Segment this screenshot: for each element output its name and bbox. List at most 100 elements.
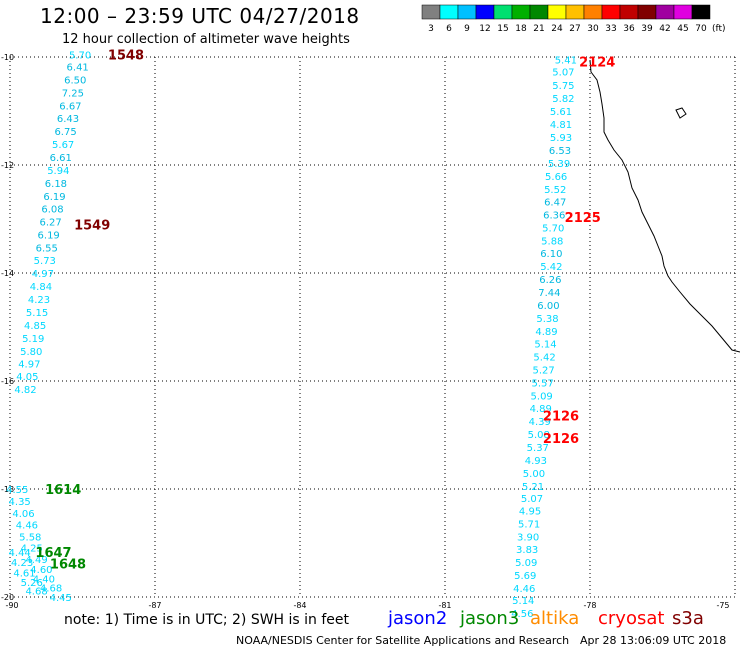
y-tick-label: -20: [1, 593, 14, 602]
swh-point-cryosat: 5.42: [533, 353, 555, 364]
swh-point-s3a: 4.05: [16, 372, 38, 383]
swh-point-cryosat: 4.89: [535, 327, 557, 338]
swh-point-cryosat: 4.56: [511, 609, 533, 620]
y-tick-label: -10: [1, 53, 14, 62]
swh-point-cryosat: 5.61: [550, 107, 572, 118]
swh-point-cryosat: 4.89: [530, 404, 552, 415]
swh-point-jason3: 4.68: [25, 587, 47, 598]
colorbar-label: 21: [533, 24, 544, 34]
swh-point-cryosat: 5.37: [527, 443, 549, 454]
colorbar-swatch: [565, 4, 585, 20]
swh-point-cryosat: 5.41: [555, 56, 577, 67]
x-tick-label: -78: [583, 601, 596, 610]
swh-point-s3a: 5.80: [20, 347, 42, 358]
swh-point-cryosat: 5.82: [552, 94, 574, 105]
colorbar-swatch: [655, 4, 675, 20]
swh-point-jason3: 5.58: [19, 533, 41, 544]
swh-point-jason3: 4.23: [11, 558, 33, 569]
y-tick-label: -12: [1, 161, 14, 170]
legend-s3a: s3a: [672, 608, 704, 629]
colorbar: 3 6 9 12 15 18 21 24 27 30 33 36 39 42 45 70 (ft): [421, 4, 726, 34]
swh-point-s3a: 6.61: [50, 153, 72, 164]
chart-title: 12:00 – 23:59 UTC 04/27/2018: [40, 4, 360, 28]
track-id-label: 2125: [565, 211, 601, 226]
colorbar-swatch: [493, 4, 513, 20]
swh-point-cryosat: 5.88: [541, 237, 563, 248]
swh-point-cryosat: 5.52: [544, 185, 566, 196]
colorbar-label: 39: [641, 24, 653, 34]
swh-point-jason3: 4.60: [30, 565, 52, 576]
colorbar-swatch: [637, 4, 657, 20]
swh-point-cryosat: 6.10: [540, 249, 562, 260]
swh-point-s3a: 6.27: [39, 218, 61, 229]
swh-point-cryosat: 4.39: [529, 417, 551, 428]
swh-point-cryosat: 6.26: [539, 275, 561, 286]
swh-point-jason3: 4.49: [25, 555, 47, 566]
swh-point-cryosat: 5.09: [515, 558, 537, 569]
swh-point-jason3: 4.45: [50, 593, 72, 604]
swh-point-s3a: 6.43: [57, 114, 79, 125]
chart-subtitle: 12 hour collection of altimeter wave hei…: [62, 32, 350, 47]
colorbar-swatch: [529, 4, 549, 20]
track-id-label: 2124: [579, 55, 615, 70]
swh-point-cryosat: 5.00: [523, 469, 545, 480]
swh-point-cryosat: 4.95: [519, 507, 541, 518]
legend-altika: altika: [530, 608, 580, 629]
y-tick-label: -18: [1, 485, 14, 494]
swh-point-jason3: 4.68: [40, 583, 62, 594]
colorbar-label: 3: [428, 24, 434, 34]
legend-jason3: jason3: [460, 608, 520, 629]
swh-point-s3a: 5.73: [34, 256, 56, 267]
swh-point-cryosat: 3.83: [516, 545, 538, 556]
x-tick-label: -90: [5, 601, 18, 610]
swh-point-cryosat: 5.07: [552, 68, 574, 79]
track-id-label: 2126: [543, 432, 579, 447]
swh-point-s3a: 6.67: [59, 102, 81, 113]
swh-point-cryosat: 5.57: [532, 379, 554, 390]
legend-cryosat: cryosat: [598, 608, 665, 629]
swh-point-s3a: 4.82: [14, 385, 36, 396]
colorbar-swatch: [457, 4, 477, 20]
swh-point-cryosat: 5.14: [512, 596, 534, 607]
swh-point-s3a: 6.75: [54, 127, 76, 138]
swh-point-cryosat: 5.66: [545, 172, 567, 183]
swh-point-jason3: 4.55: [6, 485, 28, 496]
colorbar-swatch: [421, 4, 441, 20]
colorbar-swatch: [511, 4, 531, 20]
swh-point-cryosat: 6.00: [537, 301, 559, 312]
credit-text: NOAA/NESDIS Center for Satellite Applica…: [236, 634, 570, 647]
swh-point-cryosat: 5.93: [550, 133, 572, 144]
swh-point-cryosat: 6.36: [543, 211, 565, 222]
colorbar-swatch: [691, 4, 711, 20]
colorbar-unit: (ft): [712, 24, 726, 34]
colorbar-label: 6: [446, 24, 452, 34]
swh-point-cryosat: 5.21: [522, 482, 544, 493]
colorbar-swatch: [439, 4, 459, 20]
swh-point-cryosat: 6.53: [549, 146, 571, 157]
swh-point-cryosat: 5.14: [534, 340, 556, 351]
swh-point-cryosat: 5.71: [518, 520, 540, 531]
swh-point-s3a: 6.50: [64, 76, 86, 87]
swh-point-s3a: 6.18: [45, 179, 67, 190]
colorbar-label: 30: [587, 24, 599, 34]
colorbar-label: 45: [677, 24, 688, 34]
colorbar-label: 42: [659, 24, 670, 34]
track-id-label: 1648: [50, 558, 86, 573]
colorbar-label: 12: [479, 24, 490, 34]
coastline: [589, 59, 740, 353]
swh-point-cryosat: 5.38: [536, 314, 558, 325]
y-tick-label: -16: [1, 377, 14, 386]
colorbar-swatch: [475, 4, 495, 20]
swh-point-s3a: 4.85: [24, 321, 46, 332]
swh-point-s3a: 4.97: [18, 360, 40, 371]
swh-point-jason3: 4.40: [33, 575, 55, 586]
swh-point-cryosat: 4.46: [513, 584, 535, 595]
swh-point-cryosat: 5.75: [552, 81, 574, 92]
swh-point-s3a: 6.08: [41, 205, 63, 216]
colorbar-swatch: [547, 4, 567, 20]
swh-point-jason3: 4.35: [9, 497, 31, 508]
track-id-label: 1614: [45, 483, 81, 498]
legend-jason2: jason2: [388, 608, 448, 629]
colorbar-label: 18: [515, 24, 527, 34]
colorbar-label: 33: [605, 24, 616, 34]
